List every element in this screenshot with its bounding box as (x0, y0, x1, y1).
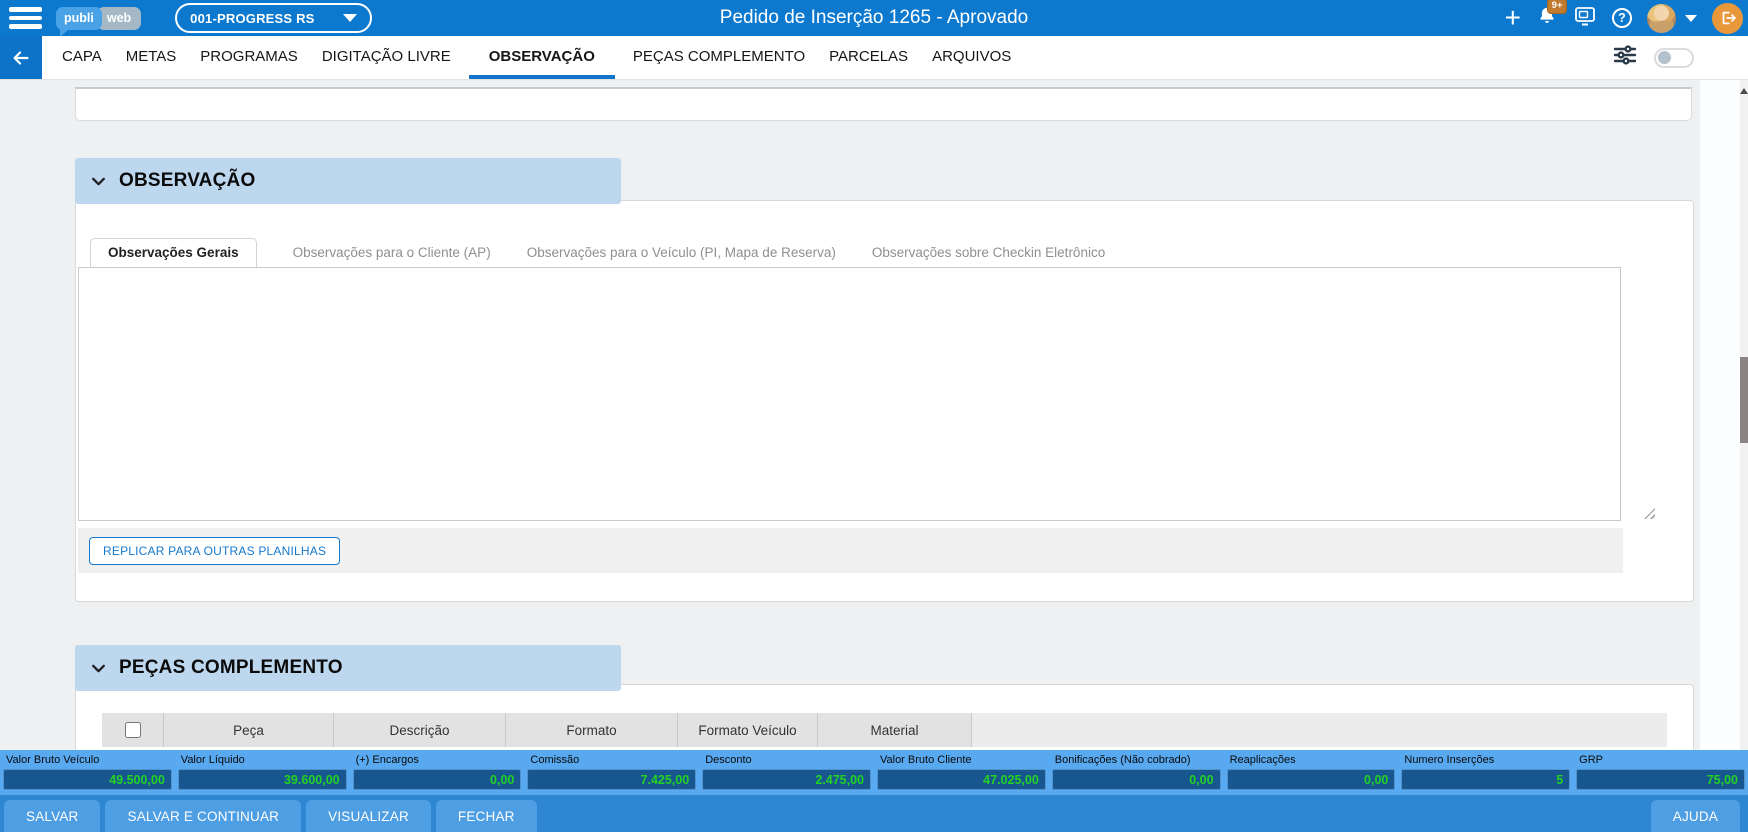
subtab-observacoes-cliente[interactable]: Observações para o Cliente (AP) (292, 245, 491, 260)
user-avatar[interactable] (1647, 3, 1676, 33)
total-value: 5 (1401, 769, 1571, 790)
total-field-valor-bruto-veiculo: Valor Bruto Veículo 49.500,00 (0, 750, 175, 795)
total-value: 7.425,00 (527, 769, 697, 790)
total-value: 39.600,00 (177, 769, 347, 790)
hamburger-menu-icon[interactable] (9, 3, 42, 33)
top-bar: publi web 001-PROGRESS RS Pedido de Inse… (0, 0, 1748, 37)
logout-icon[interactable] (1712, 2, 1743, 34)
back-button[interactable] (0, 36, 42, 79)
total-value: 0,00 (1226, 769, 1396, 790)
topbar-icons: + 9+ ? (1504, 0, 1748, 34)
subtab-observacoes-veiculo[interactable]: Observações para o Veículo (PI, Mapa de … (526, 245, 836, 260)
subtab-observacoes-gerais[interactable]: Observações Gerais (90, 238, 257, 267)
nav-right-controls (1612, 36, 1748, 79)
total-value: 47.025,00 (876, 769, 1046, 790)
logo-part-publi: publi (56, 6, 102, 37)
observation-subtabs: Observações Gerais Observações para o Cl… (90, 238, 1105, 267)
total-value: 75,00 (1576, 769, 1745, 790)
table-header-material: Material (818, 713, 972, 747)
table-header-descricao: Descrição (334, 713, 506, 747)
scrollbar-thumb[interactable] (1740, 357, 1748, 443)
tab-parcelas[interactable]: PARCELAS (829, 48, 909, 65)
total-field-valor-bruto-cliente: Valor Bruto Cliente 47.025,00 (874, 750, 1049, 795)
previous-section-card-fragment (75, 87, 1692, 121)
total-value: 49.500,00 (3, 769, 172, 790)
replicate-to-other-sheets-button[interactable]: REPLICAR PARA OUTRAS PLANILHAS (89, 536, 341, 565)
total-value: 0,00 (1051, 769, 1221, 790)
table-header-peca: Peça (164, 713, 334, 747)
total-field-grp: GRP 75,00 (1573, 750, 1748, 795)
display-icon[interactable] (1573, 5, 1597, 32)
section-title: OBSERVAÇÃO (119, 170, 256, 191)
totals-summary-bar: Valor Bruto Veículo 49.500,00 Valor Líqu… (0, 750, 1748, 795)
filter-sliders-icon[interactable] (1612, 43, 1638, 72)
vertical-scrollbar[interactable] (1740, 80, 1748, 750)
plus-icon[interactable]: + (1504, 2, 1521, 33)
total-field-comissao: Comissão 7.425,00 (524, 750, 699, 795)
view-toggle-switch[interactable] (1654, 47, 1694, 68)
help-icon[interactable]: ? (1612, 8, 1632, 28)
table-header-filler (972, 713, 1667, 747)
salvar-e-continuar-button[interactable]: SALVAR E CONTINUAR (105, 800, 302, 832)
total-field-reaplicacoes: Reaplicações 0,00 (1224, 750, 1399, 795)
tab-observacao[interactable]: OBSERVAÇÃO (469, 36, 615, 79)
tab-digitacao-livre[interactable]: DIGITAÇÃO LIVRE (321, 48, 451, 65)
visualizar-button[interactable]: VISUALIZAR (306, 800, 431, 832)
total-field-valor-liquido: Valor Líquido 39.600,00 (175, 750, 350, 795)
chevron-down-icon (92, 664, 105, 672)
fechar-button[interactable]: FECHAR (435, 800, 537, 832)
tab-capa[interactable]: CAPA (62, 48, 102, 65)
total-field-numero-insercoes: Numero Inserções 5 (1398, 750, 1573, 795)
subtab-observacoes-checkin[interactable]: Observações sobre Checkin Eletrônico (871, 245, 1106, 260)
logo-part-web: web (96, 6, 142, 30)
total-value: 2.475,00 (702, 769, 871, 790)
total-field-desconto: Desconto 2.475,00 (699, 750, 874, 795)
chevron-down-icon (92, 177, 105, 185)
notification-count-badge: 9+ (1547, 0, 1567, 14)
tab-arquivos[interactable]: ARQUIVOS (932, 48, 1012, 65)
observacao-card: Observações Gerais Observações para o Cl… (75, 200, 1694, 602)
page-title: Pedido de Inserção 1265 - Aprovado (719, 7, 1029, 28)
section-title: PEÇAS COMPLEMENTO (119, 657, 343, 678)
record-tabs: CAPA METAS PROGRAMAS DIGITAÇÃO LIVRE OBS… (50, 36, 1023, 79)
scroll-gutter (1700, 80, 1740, 750)
tab-pecas-complemento[interactable]: PEÇAS COMPLEMENTO (632, 48, 806, 65)
notifications-bell-icon[interactable]: 9+ (1536, 0, 1567, 32)
table-header-formato: Formato (506, 713, 678, 747)
total-field-encargos: (+) Encargos 0,00 (350, 750, 525, 795)
tab-metas[interactable]: METAS (125, 48, 177, 65)
table-header-formato-veiculo: Formato Veículo (678, 713, 818, 747)
select-all-checkbox[interactable] (124, 722, 141, 738)
footer-action-bar: SALVAR SALVAR E CONTINUAR VISUALIZAR FEC… (0, 795, 1748, 832)
replicate-footer-strip: REPLICAR PARA OUTRAS PLANILHAS (78, 528, 1623, 573)
pecas-table-header: Peça Descrição Formato Formato Veículo M… (102, 713, 1667, 747)
observations-textarea[interactable] (78, 267, 1621, 521)
pecas-complemento-card: Peça Descrição Formato Formato Veículo M… (75, 684, 1694, 754)
scroll-up-arrow-icon[interactable] (1740, 88, 1748, 94)
publiweb-logo: publi web (56, 6, 142, 37)
textarea-resize-grip-icon[interactable] (1644, 508, 1655, 519)
section-header-observacao[interactable]: OBSERVAÇÃO (75, 158, 621, 204)
company-selector-dropdown[interactable]: 001-PROGRESS RS (175, 3, 373, 33)
tab-programas[interactable]: PROGRAMAS (200, 48, 298, 65)
ajuda-button[interactable]: AJUDA (1650, 800, 1740, 832)
record-nav-bar: CAPA METAS PROGRAMAS DIGITAÇÃO LIVRE OBS… (0, 36, 1748, 80)
total-field-bonificacoes: Bonificações (Não cobrado) 0,00 (1049, 750, 1224, 795)
user-menu-caret-icon[interactable] (1685, 14, 1697, 22)
section-header-pecas-complemento[interactable]: PEÇAS COMPLEMENTO (75, 645, 621, 691)
chevron-down-icon (343, 14, 358, 22)
table-header-select (102, 713, 164, 747)
total-value: 0,00 (352, 769, 522, 790)
salvar-button[interactable]: SALVAR (4, 800, 101, 832)
company-selector-value: 001-PROGRESS RS (190, 10, 315, 26)
